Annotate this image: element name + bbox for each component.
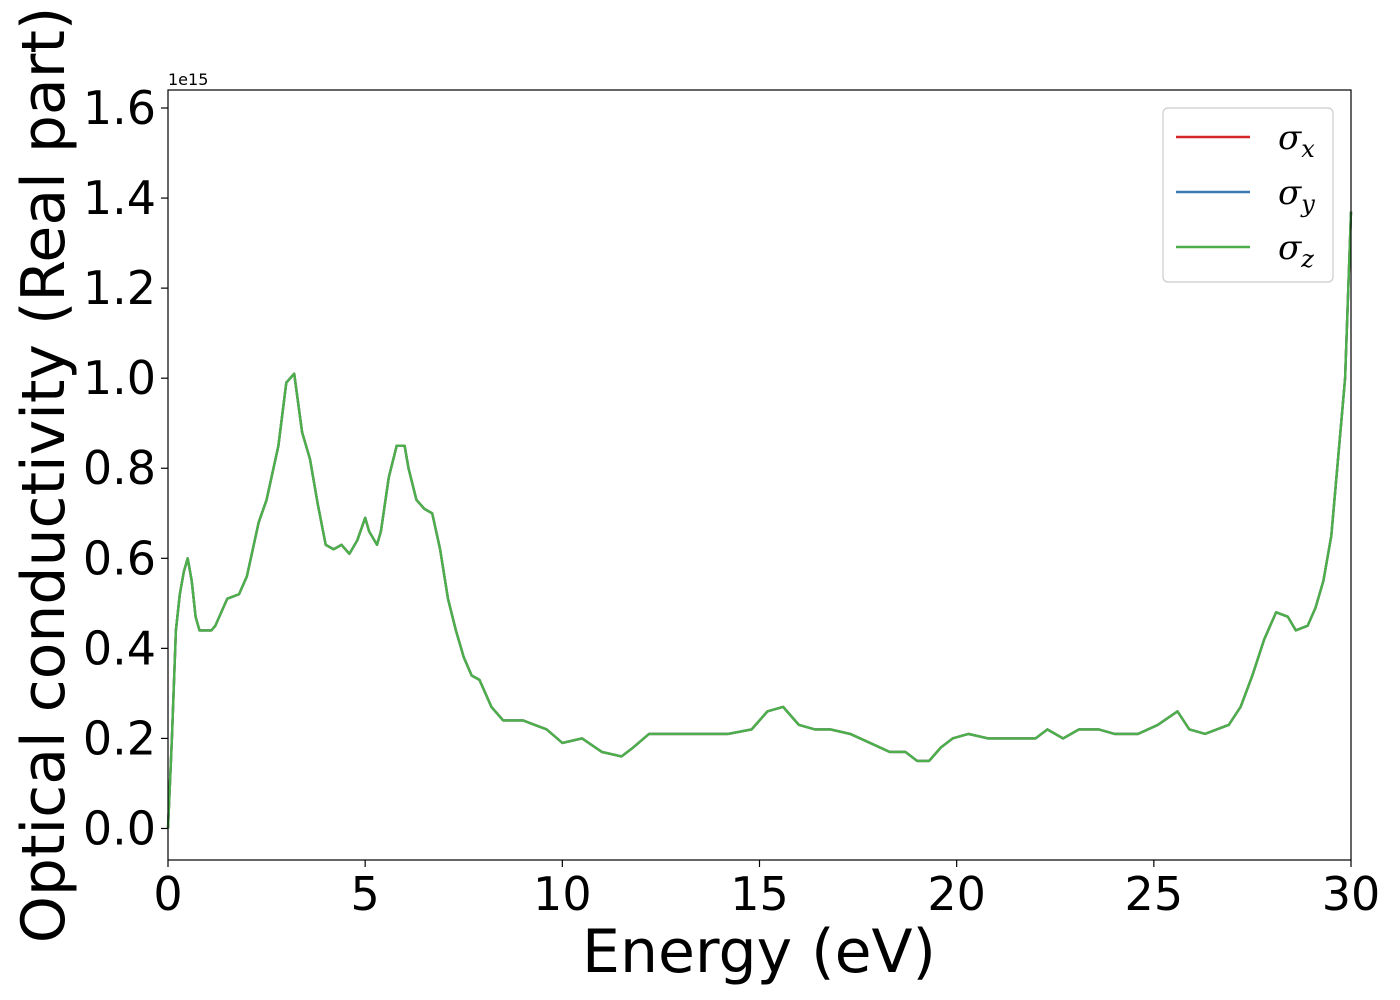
y-tick-label: 0.4 (83, 621, 156, 675)
legend-box (1162, 107, 1334, 283)
x-tick-label: 5 (351, 867, 380, 921)
y-tick-label: 0.2 (83, 711, 156, 765)
x-tick-label: 15 (730, 867, 789, 921)
x-tick-label: 20 (927, 867, 986, 921)
series-line-sigma-z (166, 211, 1353, 829)
x-axis: 0 5 10 15 20 25 30 (153, 860, 1380, 921)
y-tick-label: 0.0 (83, 801, 156, 855)
y-tick-label: 1.4 (83, 171, 156, 225)
x-axis-title: Energy (eV) (582, 917, 936, 987)
series-layer (166, 211, 1353, 829)
x-tick-label: 25 (1125, 867, 1184, 921)
y-axis-title: Optical conductivity (Real part) (9, 7, 79, 944)
y-tick-label: 1.0 (83, 351, 156, 405)
y-tick-label: 1.2 (83, 261, 156, 315)
x-tick-label: 0 (153, 867, 182, 921)
y-tick-label: 0.8 (83, 441, 156, 495)
x-tick-label: 30 (1322, 867, 1381, 921)
y-offset-label: 1e15 (168, 70, 208, 89)
y-tick-label: 1.6 (83, 81, 156, 135)
y-tick-label: 0.6 (83, 531, 156, 585)
x-tick-label: 10 (533, 867, 592, 921)
y-axis: 0.0 0.2 0.4 0.6 0.8 1.0 1.2 1.4 1.6 (83, 81, 168, 855)
